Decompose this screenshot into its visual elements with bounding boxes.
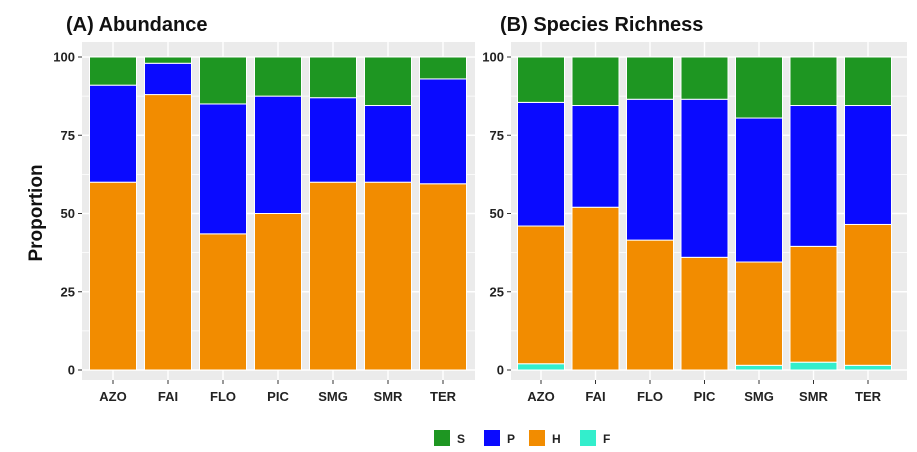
bar-segment-s-smr xyxy=(789,56,838,107)
bar-segment-f-smr xyxy=(789,361,838,371)
x-tick-label: SMR xyxy=(374,389,404,404)
legend-label-h: H xyxy=(552,432,561,446)
y-tick-label: 0 xyxy=(68,363,75,378)
bar-segment-p-flo xyxy=(199,103,247,235)
panel-b-title: (B) Species Richness xyxy=(500,14,703,36)
bar-segment-h-azo xyxy=(517,225,565,365)
y-tick-label: 50 xyxy=(61,206,75,221)
legend-key-p xyxy=(484,430,500,446)
bar-segment-f-azo xyxy=(517,363,565,371)
bar-segment-s-smg xyxy=(735,56,783,119)
x-tick-label: FAI xyxy=(158,389,178,404)
y-tick-label: 25 xyxy=(490,284,504,299)
bar-segment-h-flo xyxy=(626,239,674,371)
x-tick-label: TER xyxy=(430,389,457,404)
panel-a-y-ticks: 0 25 50 75 100 xyxy=(53,50,82,378)
bar-segment-p-pic xyxy=(254,95,302,214)
bar-segment-p-flo xyxy=(626,98,674,241)
bar-segment-h-azo xyxy=(89,181,137,371)
bar-segment-h-fai xyxy=(571,206,620,371)
panel-b-x-ticks: AZO FAI FLO PIC SMG SMR TER xyxy=(527,380,882,404)
y-tick-label: 100 xyxy=(482,50,504,65)
legend-key-s xyxy=(434,430,450,446)
panel-abundance: (A) Abundance 0 25 50 75 100 AZO FAI FLO PIC SMG… xyxy=(53,14,475,404)
y-tick-label: 0 xyxy=(497,363,504,378)
y-tick-label: 75 xyxy=(490,128,504,143)
bar-segment-s-ter xyxy=(844,56,892,107)
bar-segment-s-pic xyxy=(680,56,729,100)
legend-label-f: F xyxy=(603,432,610,446)
bar-segment-s-flo xyxy=(199,56,247,105)
y-tick-label: 25 xyxy=(61,284,75,299)
bar-segment-h-smr xyxy=(789,245,838,363)
bar-segment-f-smg xyxy=(735,364,783,371)
panel-b-bars xyxy=(517,56,892,371)
panel-a-title: (A) Abundance xyxy=(66,14,207,36)
x-tick-label: FLO xyxy=(210,389,236,404)
x-tick-label: FAI xyxy=(585,389,605,404)
legend-label-s: S xyxy=(457,432,465,446)
legend-key-f xyxy=(580,430,596,446)
bar-segment-p-smr xyxy=(789,105,838,247)
panel-b-y-ticks: 0 25 50 75 100 xyxy=(482,50,511,378)
legend-key-h xyxy=(529,430,545,446)
bar-segment-s-ter xyxy=(419,56,467,80)
y-axis-label: Proportion xyxy=(26,164,47,261)
bar-segment-s-smr xyxy=(364,56,412,107)
bar-segment-s-pic xyxy=(254,56,302,97)
bar-segment-h-smr xyxy=(364,181,412,371)
bar-segment-h-pic xyxy=(254,213,302,371)
bar-segment-f-ter xyxy=(844,364,892,371)
panel-a-x-ticks: AZO FAI FLO PIC SMG SMR TER xyxy=(99,380,457,404)
bar-segment-s-fai xyxy=(144,56,192,64)
bar-segment-h-smg xyxy=(735,261,783,366)
y-tick-label: 100 xyxy=(53,50,75,65)
bar-segment-h-fai xyxy=(144,94,192,371)
bar-segment-h-smg xyxy=(309,181,357,371)
x-tick-label: FLO xyxy=(637,389,663,404)
bar-segment-p-fai xyxy=(571,105,620,208)
legend-label-p: P xyxy=(507,432,515,446)
x-tick-label: AZO xyxy=(99,389,126,404)
bar-segment-p-azo xyxy=(517,101,565,227)
bar-segment-p-pic xyxy=(680,98,729,258)
x-tick-label: SMG xyxy=(318,389,348,404)
bar-segment-p-ter xyxy=(844,105,892,225)
x-tick-label: AZO xyxy=(527,389,554,404)
y-tick-label: 75 xyxy=(61,128,75,143)
bar-segment-p-smg xyxy=(735,117,783,263)
x-tick-label: TER xyxy=(855,389,882,404)
y-tick-label: 50 xyxy=(490,206,504,221)
bar-segment-h-ter xyxy=(419,183,467,371)
bar-segment-s-azo xyxy=(517,56,565,103)
x-tick-label: SMR xyxy=(799,389,829,404)
x-tick-label: SMG xyxy=(744,389,774,404)
x-tick-label: PIC xyxy=(267,389,289,404)
bar-segment-p-smg xyxy=(309,97,357,183)
bar-segment-s-fai xyxy=(571,56,620,107)
bar-segment-h-ter xyxy=(844,223,892,366)
bar-segment-h-flo xyxy=(199,233,247,371)
bar-segment-p-azo xyxy=(89,84,137,183)
bar-segment-p-ter xyxy=(419,78,467,185)
panel-a-bars xyxy=(89,56,467,371)
bar-segment-p-smr xyxy=(364,105,412,183)
x-tick-label: PIC xyxy=(694,389,716,404)
bar-segment-s-smg xyxy=(309,56,357,99)
bar-segment-p-fai xyxy=(144,62,192,96)
bar-segment-s-flo xyxy=(626,56,674,100)
bar-segment-s-azo xyxy=(89,56,137,86)
panel-species-richness: (B) Species Richness 0 25 50 75 100 AZO FAI FL… xyxy=(482,14,907,404)
bar-segment-h-pic xyxy=(680,256,729,371)
